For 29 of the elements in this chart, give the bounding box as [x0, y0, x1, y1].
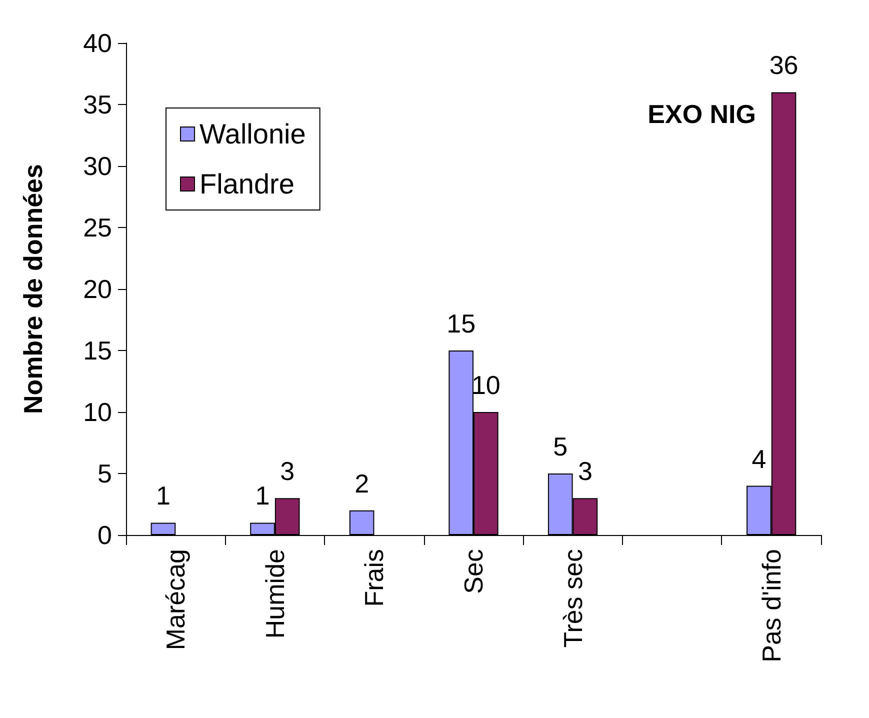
x-tick-label: Marécag: [160, 549, 191, 650]
legend-label: Wallonie: [200, 118, 306, 150]
y-tick-label: 10: [83, 397, 112, 427]
data-label: 2: [354, 468, 370, 498]
legend-label: Flandre: [200, 168, 294, 200]
data-label: 1: [255, 480, 270, 511]
x-tick-label: Sec: [458, 549, 488, 594]
y-tick-label: 0: [98, 520, 112, 550]
text: EXO NIG: [648, 99, 756, 129]
data-label: 3: [578, 456, 592, 486]
y-tick-label: 5: [98, 458, 112, 488]
data-label: 5: [553, 432, 568, 462]
y-axis-title: Nombre de données: [18, 164, 48, 414]
y-tick-label: 25: [83, 212, 112, 242]
data-label: 1: [156, 480, 170, 511]
data-label: 15: [446, 308, 476, 338]
data-label: 4: [752, 444, 766, 474]
y-tick-label: 15: [83, 336, 112, 366]
y-tick-label: 20: [83, 274, 112, 304]
y-tick-label: 30: [83, 151, 112, 181]
data-label: 10: [471, 370, 500, 400]
y-tick-label: 40: [83, 28, 112, 58]
x-tick-label: Très sec: [558, 549, 588, 648]
y-tick-label: 35: [83, 90, 112, 120]
data-label: 3: [280, 456, 295, 486]
x-tick-label: Frais: [359, 549, 390, 607]
data-label: 36: [769, 50, 798, 80]
x-tick-label: Humide: [260, 549, 290, 639]
x-tick-label: Pas d'info: [756, 549, 786, 662]
